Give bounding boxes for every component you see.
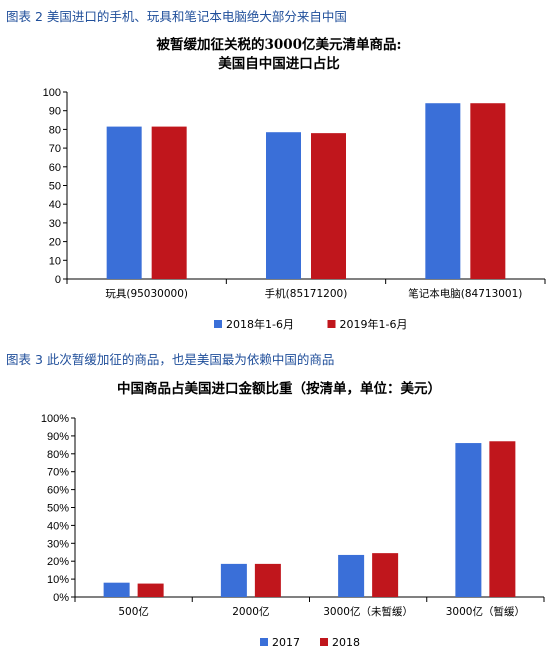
y-tick-label: 70% xyxy=(47,467,69,479)
y-tick-label: 70 xyxy=(49,143,61,155)
bar-series-2 xyxy=(372,553,399,597)
y-tick-label: 0% xyxy=(53,592,69,604)
chart-1-title: 被暂缓加征关税的3000亿美元清单商品: 美国自中国进口占比 xyxy=(0,36,558,74)
y-tick-label: 40% xyxy=(47,520,69,532)
bar-series-1 xyxy=(455,443,482,597)
y-tick-label: 0 xyxy=(55,274,61,286)
category-label: 2000亿 xyxy=(232,605,269,618)
bar-series-1 xyxy=(338,554,365,597)
y-tick-label: 40 xyxy=(49,199,61,211)
chart-2: 0% 10% 20% 30% 40% 50% 60% 70% 80% 90% 100% 500亿 200… xyxy=(41,413,545,649)
bar-series-1 xyxy=(103,582,130,597)
y-tick-label: 100% xyxy=(41,413,69,425)
bar-series-1 xyxy=(106,126,142,279)
chart-1-title-line-1: 被暂缓加征关税的3000亿美元清单商品: xyxy=(156,37,402,53)
figure-2-caption: 图表 2 美国进口的手机、玩具和笔记本电脑绝大部分来自中国 xyxy=(6,9,347,24)
category-label: 玩具(95030000) xyxy=(105,288,188,300)
legend-swatch xyxy=(320,638,328,646)
figure-3-caption: 图表 3 此次暂缓加征的商品，也是美国最为依赖中国的商品 xyxy=(6,352,335,367)
category-label: 3000亿（暂缓） xyxy=(446,605,525,618)
chart-1-title-line-2: 美国自中国进口占比 xyxy=(218,56,340,72)
bar-series-2 xyxy=(489,441,516,597)
legend-swatch xyxy=(260,638,268,646)
y-tick-label: 10 xyxy=(49,255,61,267)
bar-series-2 xyxy=(137,583,164,597)
chart-2-title: 中国商品占美国进口金额比重（按清单，单位：美元） xyxy=(0,380,558,399)
y-tick-label: 30% xyxy=(47,538,69,550)
y-tick-label: 20% xyxy=(47,556,69,568)
chart-2-title-line-1: 中国商品占美国进口金额比重（按清单，单位：美元） xyxy=(117,381,441,397)
legend-label: 2018年1-6月 xyxy=(226,317,294,331)
y-tick-label: 10% xyxy=(47,574,69,586)
y-tick-label: 30 xyxy=(49,218,61,230)
bar-series-1 xyxy=(220,563,247,597)
chart-1: 0 10 20 30 40 50 60 70 80 90 100 玩具(95030000) 手机(851… xyxy=(43,87,546,331)
category-label: 3000亿（未暂缓） xyxy=(323,605,413,618)
y-tick-label: 60 xyxy=(49,162,61,174)
y-tick-label: 20 xyxy=(49,237,61,249)
y-tick-label: 50 xyxy=(49,181,61,193)
bar-series-2 xyxy=(311,133,346,279)
legend-swatch xyxy=(214,320,222,328)
legend-label: 2017 xyxy=(272,636,300,649)
y-tick-label: 80 xyxy=(49,124,61,136)
y-tick-label: 100 xyxy=(43,87,61,99)
category-label: 手机(85171200) xyxy=(265,287,348,300)
y-tick-label: 90 xyxy=(49,106,61,118)
y-tick-label: 60% xyxy=(47,485,69,497)
bar-series-2 xyxy=(254,563,281,597)
legend-label: 2018 xyxy=(332,636,360,649)
bar-series-1 xyxy=(266,132,301,279)
legend-label: 2019年1-6月 xyxy=(340,317,408,331)
legend-swatch xyxy=(327,320,336,328)
category-label: 笔记本电脑(84713001) xyxy=(408,287,522,300)
y-tick-label: 90% xyxy=(47,431,69,443)
bar-series-1 xyxy=(425,103,461,279)
category-label: 500亿 xyxy=(118,605,149,618)
bar-series-2 xyxy=(151,126,187,279)
y-tick-label: 50% xyxy=(47,503,69,515)
bar-series-2 xyxy=(470,103,506,279)
y-tick-label: 80% xyxy=(47,449,69,461)
